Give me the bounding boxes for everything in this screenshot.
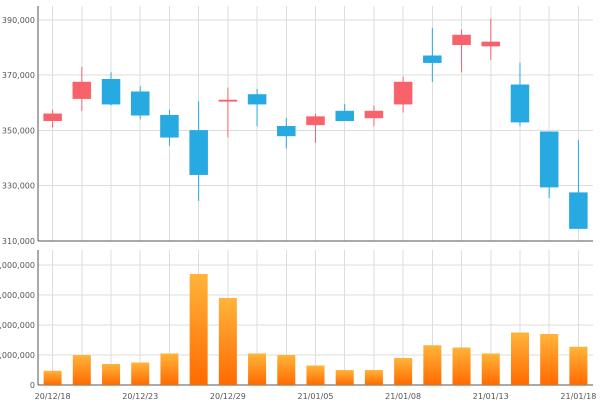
- x-tick-label: 21/01/08: [385, 392, 421, 401]
- volume-bar: [218, 298, 237, 385]
- volume-bar: [160, 353, 179, 385]
- volume-bar: [540, 334, 559, 385]
- candle-body: [452, 34, 471, 45]
- volume-bar: [72, 355, 91, 385]
- x-axis: 20/12/18 20/12/23 20/12/29 21/01/05 21/01/08…: [35, 392, 597, 401]
- volume-bar: [394, 358, 413, 385]
- x-tick-label: 21/01/05: [298, 392, 334, 401]
- candle-body: [218, 99, 238, 102]
- volume-bar: [569, 346, 588, 385]
- volume-panel: 0 2,000,000 4,000,000 6,000,000 8,000,000: [0, 250, 593, 390]
- volume-bar: [189, 274, 208, 385]
- candle-body: [130, 91, 150, 116]
- volume-y-tick-label: 2,000,000: [0, 351, 35, 360]
- volume-bar: [481, 353, 500, 385]
- volume-y-tick-label: 8,000,000: [0, 261, 35, 270]
- volume-bar: [423, 345, 442, 385]
- volume-bar: [102, 364, 121, 385]
- candle-body: [335, 110, 354, 121]
- candle-body: [364, 110, 384, 119]
- x-tick-label: 21/01/13: [473, 392, 509, 401]
- candle-body: [189, 130, 208, 175]
- candle-body: [43, 113, 62, 121]
- x-tick-label: 20/12/23: [122, 392, 158, 401]
- x-tick-label: 21/01/18: [560, 392, 596, 401]
- candle-body: [247, 94, 267, 105]
- candle-body: [539, 131, 559, 188]
- volume-bar: [131, 362, 150, 385]
- candle-body: [101, 79, 121, 105]
- price-y-tick-label: 370,000: [2, 71, 35, 80]
- candle-body: [306, 116, 325, 126]
- price-y-tick-label: 310,000: [2, 237, 35, 246]
- price-y-tick-label: 390,000: [2, 16, 35, 25]
- volume-y-tick-label: 0: [30, 381, 35, 390]
- candle-body: [277, 126, 296, 137]
- candle-body: [569, 192, 588, 229]
- candle-body: [423, 55, 442, 63]
- price-panel: 310,000 330,000 350,000 370,000 390,000: [2, 6, 593, 246]
- volume-bar: [335, 370, 354, 385]
- candle-body: [393, 81, 413, 105]
- candle-body: [481, 41, 501, 47]
- volume-y-tick-label: 4,000,000: [0, 321, 35, 330]
- volume-bar: [277, 355, 296, 385]
- volume-bar: [452, 347, 471, 385]
- candle-body: [510, 84, 530, 123]
- volume-y-tick-label: 6,000,000: [0, 291, 35, 300]
- volume-bar: [306, 365, 325, 385]
- price-y-tick-label: 330,000: [2, 182, 35, 191]
- candle-body: [72, 81, 92, 99]
- volume-bar: [248, 353, 267, 385]
- volume-bar: [510, 332, 529, 385]
- candle-body: [160, 114, 179, 138]
- x-tick-label: 20/12/29: [210, 392, 246, 401]
- volume-bar: [43, 370, 62, 385]
- volume-bar: [364, 370, 383, 385]
- price-y-tick-label: 350,000: [2, 126, 35, 135]
- x-tick-label: 20/12/18: [35, 392, 71, 401]
